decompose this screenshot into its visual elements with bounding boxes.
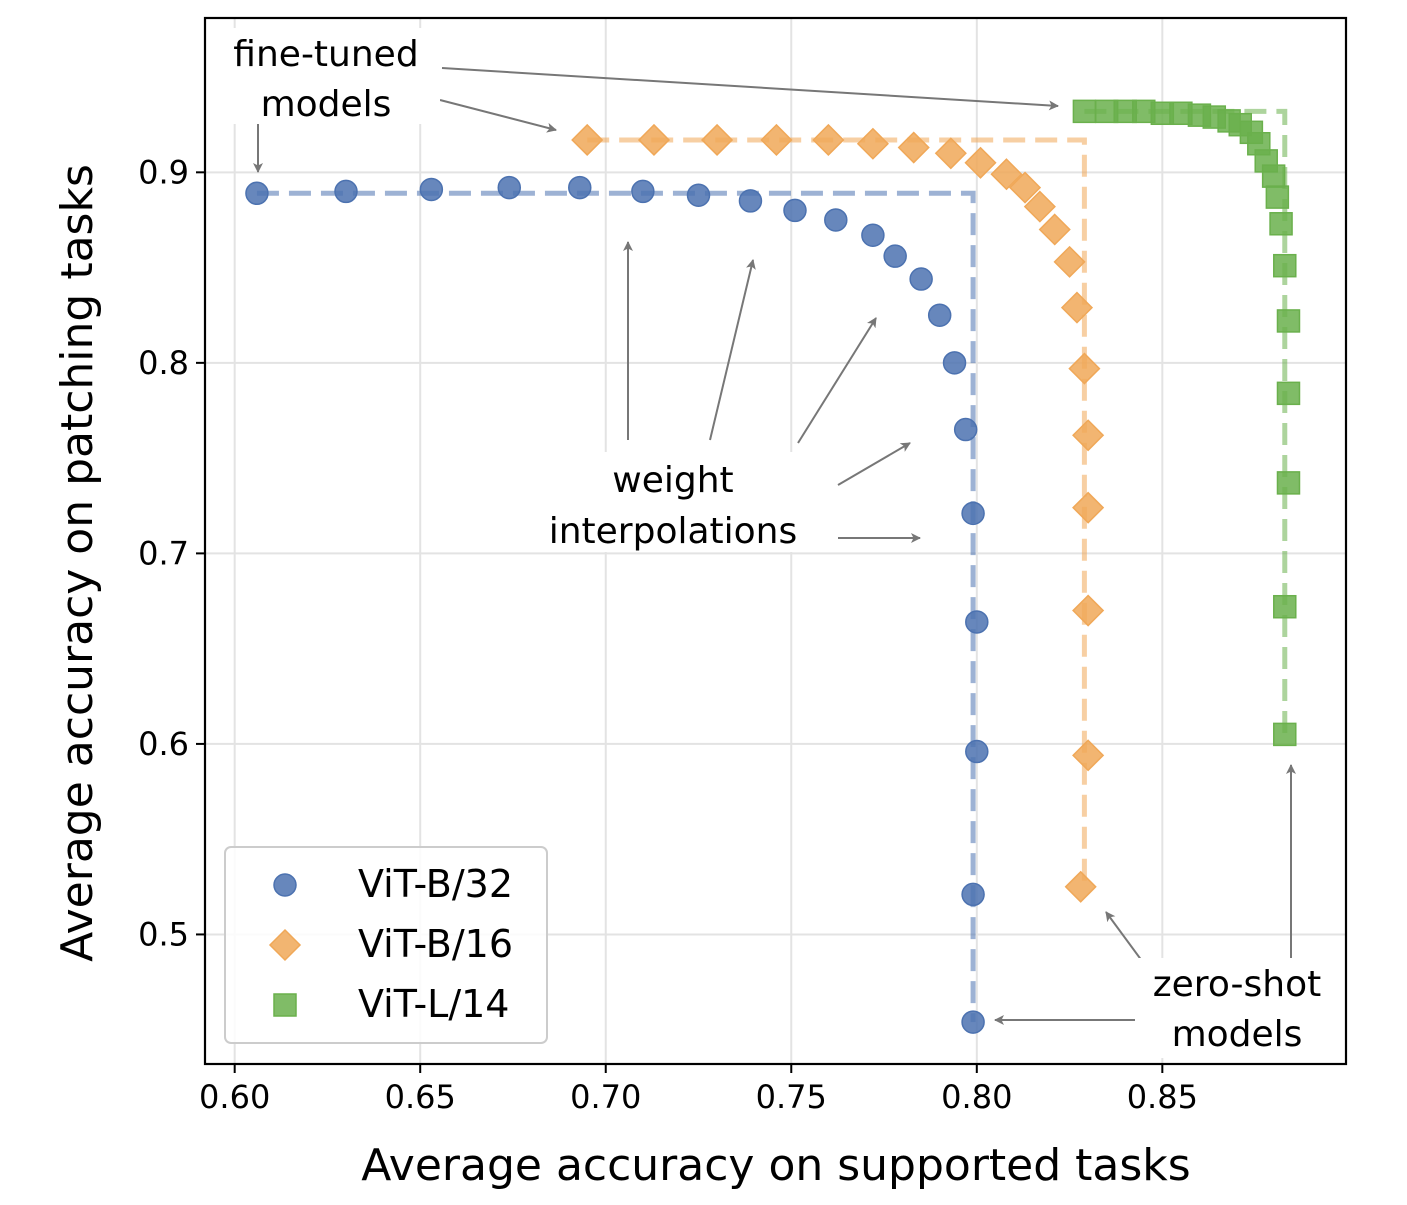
x-axis-label: Average accuracy on supported tasks	[361, 1140, 1190, 1191]
legend-label-vit-l14: ViT-L/14	[358, 982, 509, 1026]
annotation-weight-interpolations: weight interpolations	[515, 452, 833, 552]
annotation-zero-shot-bg	[1135, 958, 1340, 1058]
plot-frame	[203, 16, 1348, 1066]
point-series-2	[1269, 212, 1293, 236]
legend-box	[224, 846, 548, 1044]
legend-marker-series-0	[273, 873, 297, 897]
annotation-weight-line1: weight	[612, 460, 733, 501]
point-series-1	[637, 123, 671, 156]
point-series-1	[1023, 190, 1056, 223]
legend: ViT-B/32 ViT-B/16 ViT-L/14	[224, 846, 548, 1044]
legend-marker-series-1	[268, 928, 302, 962]
point-series-1	[1060, 291, 1094, 324]
point-series-0	[909, 267, 933, 291]
x-axis-ticks: 0.60 0.65 0.70 0.75 0.80 0.85	[199, 1064, 1198, 1116]
x-tick-label: 0.65	[385, 1078, 456, 1116]
point-series-0	[686, 183, 711, 207]
point-series-0	[783, 198, 807, 223]
x-tick-label: 0.60	[199, 1078, 270, 1116]
y-axis-ticks: 0.5 0.6 0.7 0.8 0.9	[138, 153, 205, 953]
point-series-0	[965, 610, 989, 634]
y-tick-label: 0.5	[138, 915, 189, 953]
legend-label-vit-b16: ViT-B/16	[358, 922, 513, 966]
point-series-0	[942, 351, 967, 375]
data-points	[245, 99, 1301, 1034]
y-tick-label: 0.9	[138, 153, 189, 191]
point-series-0	[631, 179, 655, 204]
annotation-arrow	[709, 259, 756, 441]
y-tick-label: 0.8	[138, 344, 189, 382]
point-series-0	[861, 223, 885, 247]
point-series-1	[760, 123, 793, 156]
y-tick-label: 0.6	[138, 725, 189, 763]
point-series-0	[568, 175, 592, 200]
point-series-2	[1276, 381, 1301, 406]
point-series-2	[1273, 722, 1297, 747]
annotation-weight-line2: interpolations	[549, 511, 798, 552]
point-series-2	[1273, 594, 1297, 619]
point-series-1	[1038, 213, 1071, 246]
point-series-1	[1068, 352, 1101, 385]
point-series-0	[927, 303, 952, 327]
point-series-0	[334, 179, 358, 204]
point-series-1	[700, 123, 734, 156]
point-series-0	[961, 501, 985, 526]
annotation-arrow	[439, 99, 557, 133]
legend-marker-series-2	[273, 993, 297, 1017]
point-series-1	[856, 127, 889, 160]
annotation-fine-tuned: fine-tuned models	[210, 28, 440, 125]
frontier-line-series-1	[587, 137, 1087, 887]
annotation-arrow	[837, 442, 911, 486]
point-series-0	[419, 177, 444, 202]
x-tick-label: 0.75	[756, 1078, 827, 1116]
point-series-2	[1276, 471, 1301, 495]
point-series-1	[1064, 870, 1097, 903]
legend-markers	[268, 873, 302, 1017]
point-series-1	[990, 158, 1023, 191]
annotation-arrows	[253, 67, 1296, 1025]
x-tick-label: 0.80	[941, 1078, 1012, 1116]
annotation-arrow	[1105, 911, 1146, 966]
annotation-zero-shot: zero-shot models	[1135, 958, 1340, 1058]
point-series-1	[1053, 245, 1086, 278]
point-series-0	[953, 417, 978, 442]
point-series-2	[1261, 164, 1286, 188]
point-series-0	[961, 1010, 985, 1034]
annotation-fine-tuned-bg	[210, 28, 440, 124]
point-series-1	[897, 131, 930, 164]
annotation-zero-shot-line2: models	[1172, 1014, 1303, 1055]
point-series-1	[1072, 739, 1105, 772]
annotation-arrow	[797, 317, 877, 444]
point-series-1	[1008, 171, 1042, 204]
point-series-0	[245, 181, 269, 206]
point-series-0	[965, 739, 989, 764]
point-series-1	[812, 123, 845, 156]
point-series-2	[1265, 185, 1290, 209]
point-series-1	[571, 123, 604, 156]
y-tick-label: 0.7	[138, 534, 189, 572]
point-series-1	[1072, 419, 1105, 452]
point-series-1	[1072, 491, 1105, 524]
point-series-1	[934, 137, 967, 170]
point-series-0	[961, 882, 985, 907]
x-tick-label: 0.70	[570, 1078, 641, 1116]
point-series-1	[964, 146, 997, 179]
y-axis-label: Average accuracy on patching tasks	[52, 164, 103, 962]
annotation-zero-shot-line1: zero-shot	[1153, 964, 1321, 1005]
point-series-0	[738, 189, 763, 213]
point-series-1	[1072, 594, 1105, 627]
point-series-2	[1072, 99, 1097, 124]
legend-label-vit-b32: ViT-B/32	[358, 862, 513, 906]
annotation-arrow	[441, 67, 1059, 111]
point-series-0	[883, 244, 907, 268]
annotation-fine-tuned-line1: fine-tuned	[233, 34, 418, 75]
annotation-fine-tuned-line2: models	[261, 84, 392, 125]
point-series-2	[1273, 253, 1297, 278]
point-series-2	[1276, 309, 1301, 333]
x-tick-label: 0.85	[1127, 1078, 1198, 1116]
point-series-0	[497, 175, 522, 200]
annotation-weight-bg	[515, 452, 833, 552]
point-series-0	[824, 208, 848, 232]
